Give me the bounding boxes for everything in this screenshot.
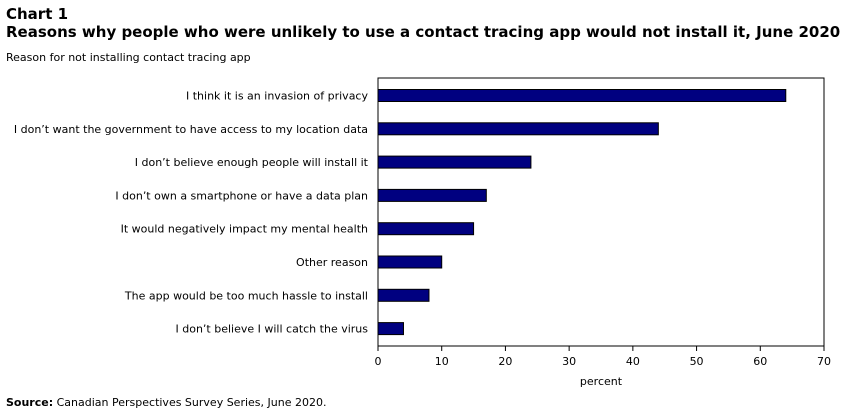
- source-text: Canadian Perspectives Survey Series, Jun…: [53, 396, 327, 409]
- bar: [377, 89, 787, 102]
- x-axis-title: percent: [580, 375, 623, 388]
- x-tick-label: 30: [562, 355, 576, 368]
- x-tick-label: 0: [375, 355, 382, 368]
- bar: [377, 155, 532, 169]
- bar: [377, 122, 659, 136]
- category-label: I don’t want the government to have acce…: [14, 123, 368, 136]
- category-label: I don’t believe I will catch the virus: [176, 323, 369, 336]
- category-label: I don’t own a smartphone or have a data …: [115, 189, 368, 202]
- bar: [377, 288, 430, 302]
- x-tick-label: 10: [435, 355, 449, 368]
- plot-area: [377, 77, 825, 347]
- bar: [377, 255, 443, 269]
- chart-label: Chart 1: [6, 5, 69, 23]
- category-labels-group: I think it is an invasion of privacy I do…: [14, 90, 369, 336]
- bars-group: [377, 89, 787, 336]
- source-label: Source:: [6, 396, 54, 409]
- x-tick-label: 70: [817, 355, 831, 368]
- category-label: I think it is an invasion of privacy: [186, 90, 369, 103]
- x-tick-label: 20: [498, 355, 512, 368]
- x-axis-ticks-group: 0 10 20 30 40 50 60 70: [375, 346, 831, 368]
- x-tick-label: 50: [690, 355, 704, 368]
- category-label: It would negatively impact my mental hea…: [121, 223, 368, 236]
- y-axis-title: Reason for not installing contact tracin…: [6, 51, 251, 64]
- bar: [377, 222, 475, 236]
- category-label: Other reason: [296, 256, 368, 269]
- category-label: I don’t believe enough people will insta…: [135, 156, 369, 169]
- chart-title: Reasons why people who were unlikely to …: [6, 23, 841, 41]
- x-tick-label: 60: [753, 355, 767, 368]
- bar: [377, 188, 487, 202]
- x-tick-label: 40: [626, 355, 640, 368]
- category-label: The app would be too much hassle to inst…: [124, 289, 368, 302]
- source-note: Source: Canadian Perspectives Survey Ser…: [6, 396, 326, 410]
- bar: [377, 322, 404, 336]
